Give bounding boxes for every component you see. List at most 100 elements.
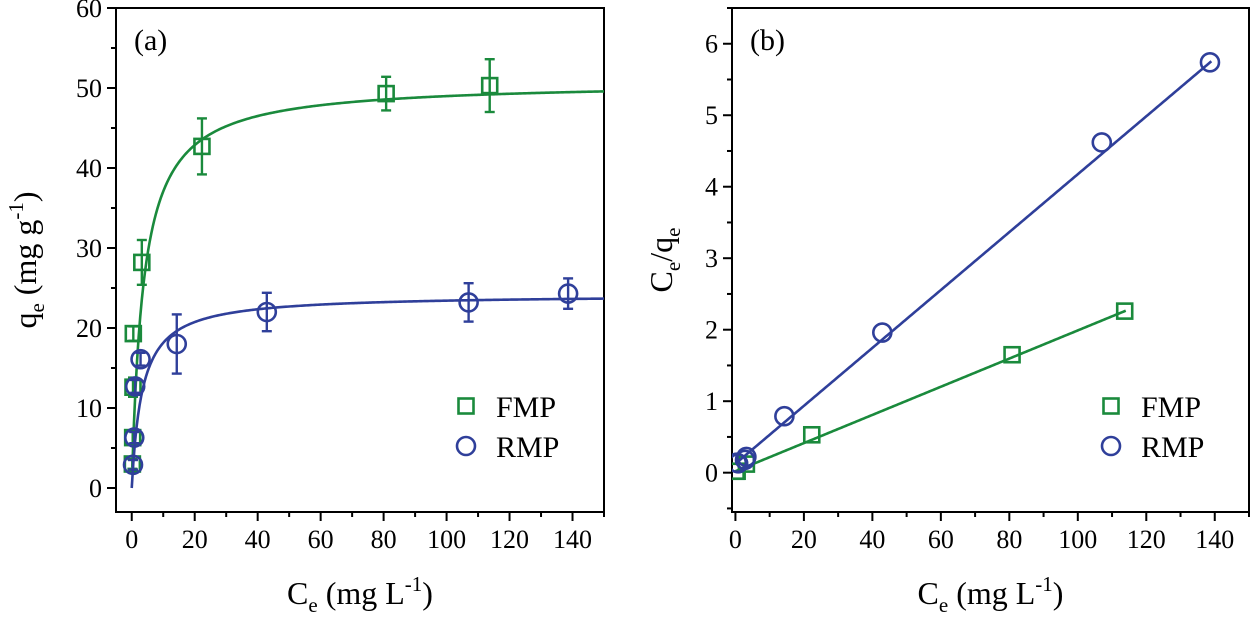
data-point-RMP	[130, 348, 151, 370]
data-point-RMP	[774, 405, 795, 427]
x-tick-label: 60	[928, 525, 954, 554]
legend-label-RMP: RMP	[1141, 431, 1204, 464]
y-tick-label: 0	[705, 459, 718, 488]
x-tick-label: 120	[1127, 525, 1166, 554]
y-axis-title-rest: (mg g	[7, 220, 43, 304]
x-tick-label: 40	[245, 525, 271, 554]
data-point-FMP	[193, 137, 211, 156]
data-layer	[732, 52, 1221, 481]
y-axis-title-sub: e	[25, 303, 49, 312]
y-axis-title-sub: e	[661, 262, 685, 271]
y-tick-label: 4	[705, 173, 718, 202]
legend-marker-FMP	[457, 397, 475, 415]
data-point-RMP	[166, 333, 188, 355]
x-tick-label: 80	[996, 525, 1022, 554]
series-RMP	[122, 277, 604, 489]
x-tick-label: 100	[427, 525, 466, 554]
data-point-RMP	[1199, 52, 1221, 73]
y-tick-label: 5	[705, 101, 718, 130]
legend-marker-RMP	[455, 435, 477, 457]
data-point-FMP	[1115, 302, 1134, 320]
y-axis-title-sup: -1	[4, 202, 28, 220]
y-axis-title-sub2: e	[661, 228, 685, 237]
y-tick-label: 20	[76, 314, 102, 343]
fit-line-RMP	[734, 60, 1213, 465]
x-axis-title-main: C	[287, 575, 308, 611]
series-FMP	[732, 302, 1134, 481]
x-axis-title-rest: (mg L	[948, 575, 1035, 611]
y-axis-title-end: )	[7, 191, 43, 202]
x-axis-title-sup: -1	[1035, 572, 1053, 596]
data-point-RMP	[736, 446, 757, 468]
legend: FMP RMP	[1100, 391, 1204, 464]
y-axis-title: qe (mg g-1)	[4, 191, 49, 328]
y-tick-label: 50	[76, 74, 102, 103]
x-tick-label: 40	[859, 525, 885, 554]
x-axis-title-end: )	[422, 575, 433, 611]
legend-label-FMP: FMP	[496, 391, 556, 424]
x-axis-title-sub: e	[308, 593, 317, 617]
y-tick-label: 6	[705, 30, 718, 59]
y-tick-label: 10	[76, 394, 102, 423]
panel-label: (a)	[134, 24, 167, 57]
x-tick-label: 120	[490, 525, 529, 554]
plot-frame	[731, 7, 1250, 513]
x-axis-title: Ce (mg L-1)	[918, 572, 1064, 617]
y-tick-label: 2	[705, 316, 718, 345]
panel-label: (b)	[750, 24, 785, 57]
x-axis-title-sup: -1	[405, 572, 423, 596]
legend-marker-FMP	[1102, 397, 1120, 415]
data-point-RMP	[1091, 132, 1113, 153]
legend-label-FMP: FMP	[1141, 391, 1201, 424]
y-tick-label: 1	[705, 387, 718, 416]
x-tick-label: 20	[182, 525, 208, 554]
fit-line-RMP	[130, 297, 604, 489]
data-point-RMP	[124, 376, 146, 397]
data-point-RMP	[458, 292, 479, 313]
data-point-FMP	[1003, 345, 1021, 364]
data-point-RMP	[122, 454, 144, 476]
x-tick-label: 80	[371, 525, 397, 554]
series-RMP	[732, 52, 1221, 474]
fit-line-FMP	[734, 309, 1127, 473]
data-layer	[122, 58, 604, 489]
y-axis-title-main: C	[643, 271, 679, 292]
y-tick-label: 0	[89, 474, 102, 503]
data-point-FMP	[802, 425, 821, 444]
y-axis-title-main: q	[7, 313, 43, 329]
y-tick-label: 60	[76, 0, 102, 23]
x-tick-label: 0	[729, 525, 742, 554]
fit-line-FMP	[131, 90, 604, 468]
y-tick-label: 40	[76, 154, 102, 183]
data-point-FMP	[377, 84, 395, 103]
x-tick-label: 140	[553, 525, 592, 554]
panel-a: 0 20 40 60 80 100 120 140 0 10 20 30 40 50 60 (a) Ce (mg…	[4, 0, 605, 617]
x-axis-title-rest: (mg L	[318, 575, 405, 611]
data-point-RMP	[256, 301, 278, 323]
data-point-RMP	[123, 427, 145, 448]
y-axis-title-rest: /q	[643, 237, 679, 262]
data-point-RMP	[872, 322, 893, 343]
y-tick-label: 30	[76, 234, 102, 263]
legend-label-RMP: RMP	[496, 431, 559, 464]
x-axis-title: Ce (mg L-1)	[287, 572, 433, 617]
plot-frame	[115, 7, 605, 513]
y-tick-label: 3	[705, 244, 718, 273]
legend: FMP RMP	[455, 391, 559, 464]
x-tick-label: 140	[1195, 525, 1234, 554]
x-tick-label: 0	[125, 525, 138, 554]
x-tick-label: 100	[1058, 525, 1097, 554]
legend-marker-RMP	[1100, 435, 1122, 457]
data-point-FMP	[133, 253, 151, 272]
y-axis-title: Ce/qe	[643, 228, 685, 293]
x-tick-label: 60	[308, 525, 334, 554]
x-axis-title-main: C	[918, 575, 939, 611]
x-axis-title-sub: e	[939, 593, 948, 617]
data-point-FMP	[480, 76, 499, 95]
data-point-RMP	[557, 283, 579, 304]
x-tick-label: 20	[791, 525, 817, 554]
x-axis-title-end: )	[1053, 575, 1064, 611]
data-point-FMP	[124, 324, 143, 343]
